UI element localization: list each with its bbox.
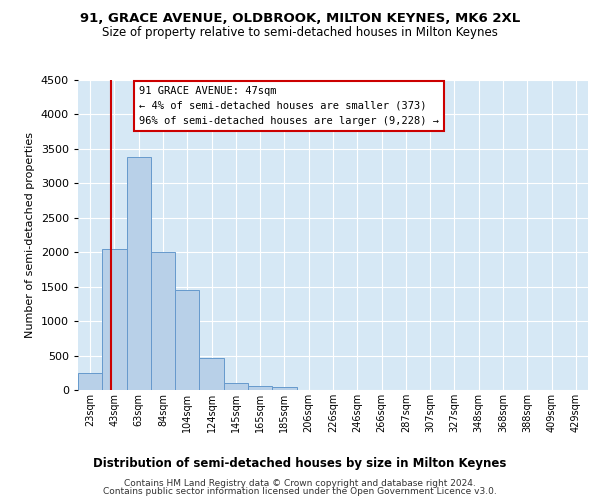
Bar [175, 290, 199, 390]
Bar [78, 373, 102, 390]
Text: 91 GRACE AVENUE: 47sqm
← 4% of semi-detached houses are smaller (373)
96% of sem: 91 GRACE AVENUE: 47sqm ← 4% of semi-deta… [139, 86, 439, 126]
Bar [151, 252, 175, 390]
Text: Distribution of semi-detached houses by size in Milton Keynes: Distribution of semi-detached houses by … [94, 458, 506, 470]
Bar [199, 358, 224, 390]
Y-axis label: Number of semi-detached properties: Number of semi-detached properties [25, 132, 35, 338]
Bar [127, 157, 151, 390]
Bar [224, 383, 248, 390]
Text: Contains public sector information licensed under the Open Government Licence v3: Contains public sector information licen… [103, 487, 497, 496]
Bar [248, 386, 272, 390]
Text: Contains HM Land Registry data © Crown copyright and database right 2024.: Contains HM Land Registry data © Crown c… [124, 478, 476, 488]
Text: 91, GRACE AVENUE, OLDBROOK, MILTON KEYNES, MK6 2XL: 91, GRACE AVENUE, OLDBROOK, MILTON KEYNE… [80, 12, 520, 26]
Bar [102, 249, 127, 390]
Bar [272, 386, 296, 390]
Text: Size of property relative to semi-detached houses in Milton Keynes: Size of property relative to semi-detach… [102, 26, 498, 39]
